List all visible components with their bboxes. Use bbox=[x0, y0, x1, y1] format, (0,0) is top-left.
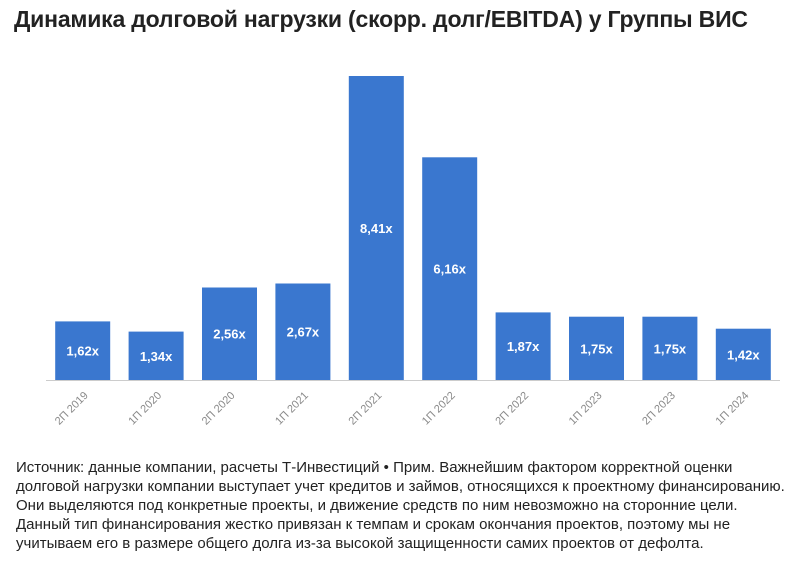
x-tick-label: 2П 2022 bbox=[493, 390, 531, 428]
bar-value-label: 6,16x bbox=[433, 262, 466, 277]
bars-layer bbox=[55, 76, 771, 380]
bar-value-label: 1,42x bbox=[727, 347, 760, 362]
data-labels-layer: 1,62x 1,34x 2,56x 2,67x 8,41x 6,16x 1,87x 1,75x… bbox=[66, 221, 760, 364]
bar-value-label: 1,75x bbox=[654, 341, 687, 356]
bar-value-label: 2,56x bbox=[213, 327, 246, 342]
x-tick-label: 1П 2023 bbox=[567, 390, 605, 428]
x-tick-labels-layer: 2П 2019 1П 2020 2П 2020 1П 2021 2П 2021 1П 20… bbox=[53, 390, 751, 428]
x-tick-label: 2П 2019 bbox=[53, 390, 91, 428]
bar bbox=[275, 283, 331, 380]
x-tick-label: 1П 2020 bbox=[126, 390, 164, 428]
bar-chart: 1,62x 1,34x 2,56x 2,67x 8,41x 6,16x 1,87x 1,75x… bbox=[46, 76, 780, 428]
bar bbox=[422, 157, 478, 380]
x-tick-label: 2П 2021 bbox=[347, 390, 385, 428]
x-tick-label: 1П 2022 bbox=[420, 390, 458, 428]
bar bbox=[569, 316, 624, 380]
bar bbox=[348, 76, 404, 380]
bar-value-label: 1,87x bbox=[507, 339, 540, 354]
footnote: Источник: данные компании, расчеты Т-Инв… bbox=[16, 459, 785, 552]
bar-value-label: 2,67x bbox=[287, 325, 320, 340]
x-tick-label: 1П 2024 bbox=[714, 390, 752, 428]
bar-value-label: 1,62x bbox=[66, 344, 99, 359]
chart-title: Динамика долговой нагрузки (скорр. долг/… bbox=[14, 6, 748, 32]
bar bbox=[128, 331, 184, 380]
bar bbox=[715, 328, 771, 380]
x-tick-label: 1П 2021 bbox=[273, 390, 311, 428]
x-tick-label: 2П 2020 bbox=[200, 390, 238, 428]
bar-value-label: 1,34x bbox=[140, 349, 173, 364]
bar bbox=[495, 312, 551, 380]
bar bbox=[55, 321, 111, 380]
bar-value-label: 8,41x bbox=[360, 221, 393, 236]
x-tick-label: 2П 2023 bbox=[640, 390, 678, 428]
bar bbox=[642, 316, 698, 380]
bar-value-label: 1,75x bbox=[580, 341, 613, 356]
bar bbox=[202, 287, 257, 380]
